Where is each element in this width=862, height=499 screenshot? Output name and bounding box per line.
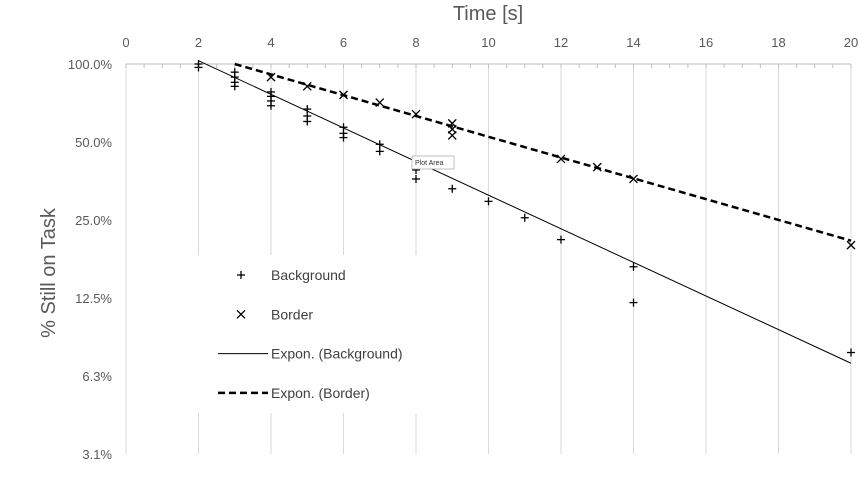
legend-label: Expon. (Border) [271,385,370,401]
legend[interactable]: Background Border Expon. (Background) Expon… [193,255,435,413]
y-tick-label: 25.0% [75,213,112,228]
legend-marker-background [237,271,245,279]
points-layer [194,60,856,357]
background-point [629,298,638,307]
background-point [339,133,348,142]
border-point [447,130,457,140]
trendline-border [234,62,852,242]
x-tick-label: 2 [195,35,202,50]
tick-labels: 0 2 4 6 8 10 12 14 16 18 20 100.0% 50.0% 25.0% 12.5% 6.… [68,35,858,462]
x-tick-label: 14 [626,35,640,50]
background-point [267,101,275,110]
x-tick-label: 4 [267,35,274,50]
border-point [339,90,348,100]
border-point [629,174,638,184]
x-tick-label: 16 [699,35,713,50]
border-point [302,81,312,91]
legend-label: Border [271,306,313,322]
x-axis-title: Time [s] [453,3,523,25]
background-point [847,348,855,357]
background-point [412,174,420,183]
background-point [230,82,239,91]
tooltip-box [411,155,455,170]
border-point [556,154,566,164]
border-point [375,98,385,108]
border-point [411,109,421,119]
background-point [303,117,312,126]
border-point [266,72,276,82]
legend-label: Background [271,267,346,283]
background-point [629,262,638,271]
y-tick-label: 12.5% [75,291,112,306]
plot-area-tooltip: Plot Area [411,155,455,170]
border-point [846,240,856,250]
x-tick-label: 6 [340,35,347,50]
tooltip-label: Plot Area [415,160,444,167]
y-tick-label: 6.3% [82,369,112,384]
background-point [484,197,493,206]
y-tick-label: 50.0% [75,135,112,150]
background-point [557,235,565,244]
y-tick-label: 100.0% [68,57,113,72]
background-point [375,140,384,149]
x-tick-label: 8 [412,35,419,50]
y-tick-label: 3.1% [82,447,112,462]
background-point [520,213,529,222]
y-axis-title: % Still on Task [38,207,60,338]
x-tick-label: 20 [844,35,858,50]
x-tick-label: 18 [771,35,785,50]
background-point [448,184,457,193]
background-point [375,147,384,156]
border-point [592,162,602,172]
legend-marker-border [236,309,246,319]
x-tick-label: 12 [554,35,568,50]
legend-label: Expon. (Background) [271,346,403,362]
x-tick-label: 0 [122,35,129,50]
background-point [303,105,312,114]
x-tick-label: 10 [481,35,495,50]
background-point [194,63,203,72]
legend-background [193,255,435,413]
